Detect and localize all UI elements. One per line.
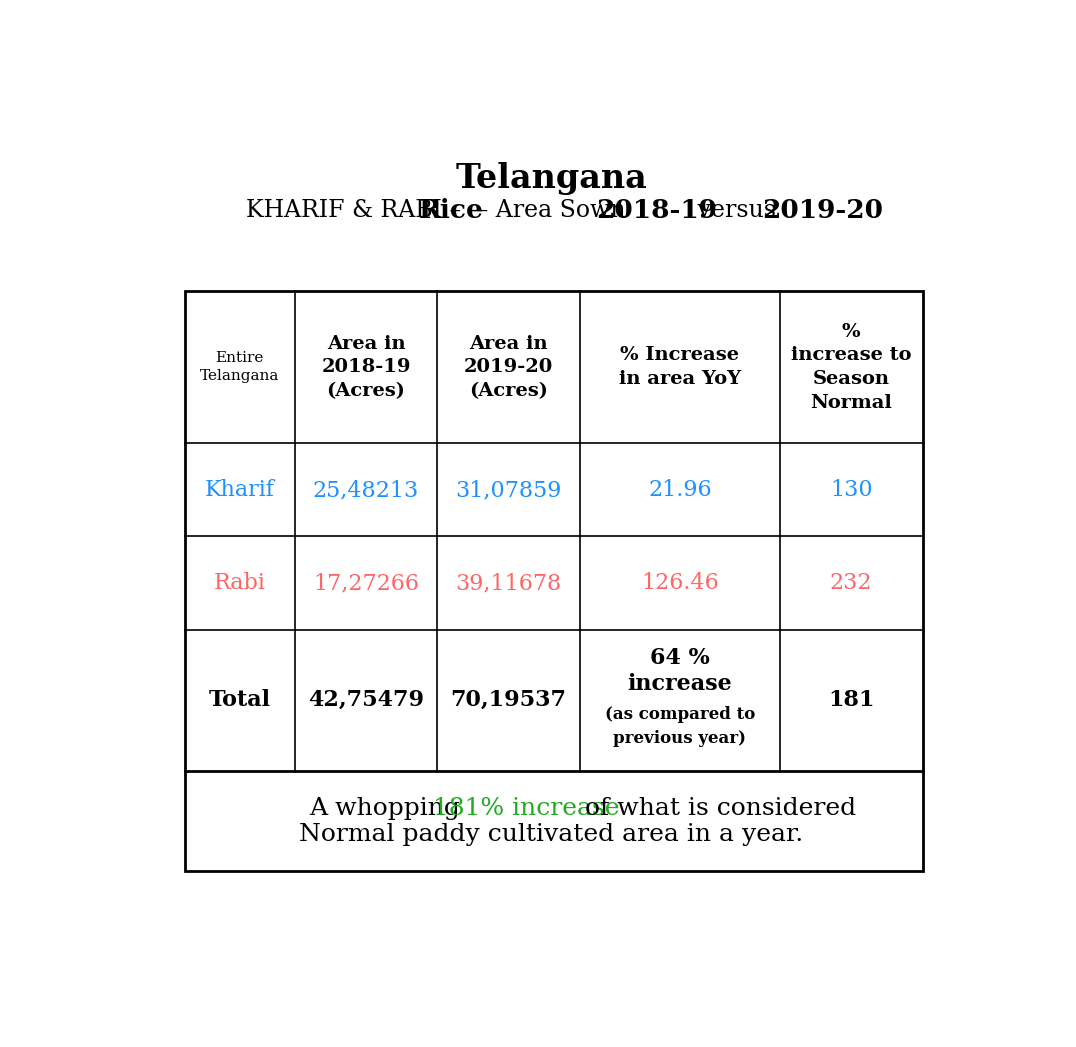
Text: 181: 181 [827,689,875,711]
Text: Total: Total [209,689,270,711]
Text: 25,48213: 25,48213 [313,478,419,500]
Text: Rabi: Rabi [214,572,266,594]
Text: Entire
Telangana: Entire Telangana [200,351,280,383]
Text: (as compared to: (as compared to [605,707,755,723]
Text: Kharif: Kharif [204,478,274,500]
Text: 31,07859: 31,07859 [455,478,562,500]
Text: 17,27266: 17,27266 [313,572,419,594]
Text: Telangana: Telangana [455,162,648,195]
Text: 42,75479: 42,75479 [308,689,424,711]
Text: KHARIF & RABI –: KHARIF & RABI – [246,199,469,222]
Text: versus: versus [690,199,783,222]
Text: 130: 130 [830,478,873,500]
Text: 2018-19: 2018-19 [596,198,718,223]
Text: 126.46: 126.46 [641,572,719,594]
Text: 21.96: 21.96 [648,478,711,500]
Text: % Increase
in area YoY: % Increase in area YoY [619,347,741,388]
Text: 181% increase: 181% increase [433,797,619,820]
Text: 70,19537: 70,19537 [451,689,567,711]
Text: 232: 232 [830,572,873,594]
Text: – Area Sown: – Area Sown [469,199,634,222]
Text: previous year): previous year) [613,731,747,748]
Text: 64 %: 64 % [650,647,710,669]
Text: %
increase to
Season
Normal: % increase to Season Normal [791,322,911,411]
Text: Area in
2018-19
(Acres): Area in 2018-19 (Acres) [322,335,411,400]
Text: increase: increase [627,673,733,695]
Text: of what is considered: of what is considered [577,797,856,820]
Text: A whopping: A whopping [310,797,468,820]
Text: Normal paddy cultivated area in a year.: Normal paddy cultivated area in a year. [299,823,804,846]
Text: Rice: Rice [419,198,484,223]
Text: Area in
2019-20
(Acres): Area in 2019-20 (Acres) [464,335,553,400]
Text: 2019-20: 2019-20 [763,198,883,223]
Text: 39,11678: 39,11678 [455,572,562,594]
